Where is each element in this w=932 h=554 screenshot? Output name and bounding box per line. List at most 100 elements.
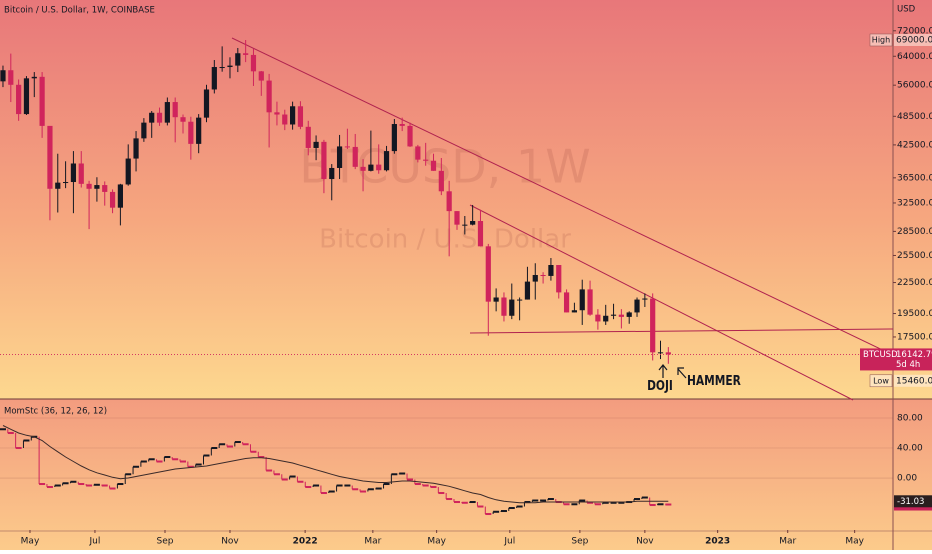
extreme-badge bbox=[894, 33, 932, 46]
momentum-bar bbox=[453, 501, 460, 504]
extreme-badge bbox=[894, 374, 932, 387]
momentum-bar bbox=[320, 492, 327, 495]
momentum-bar bbox=[273, 473, 280, 476]
momentum-bar bbox=[266, 469, 273, 472]
x-tick-label: Mar bbox=[779, 537, 796, 547]
momentum-bar bbox=[383, 483, 390, 486]
candle-body bbox=[8, 70, 14, 85]
candle-body bbox=[133, 138, 139, 159]
candle-body bbox=[0, 70, 6, 82]
momentum-bar bbox=[399, 472, 406, 475]
candle-body bbox=[141, 122, 147, 139]
momentum-bar bbox=[485, 513, 492, 516]
candle-body bbox=[470, 221, 476, 225]
candle-body bbox=[23, 78, 30, 115]
candle-body bbox=[70, 163, 77, 183]
momentum-bar bbox=[101, 484, 108, 487]
x-tick-label: Jul bbox=[89, 537, 101, 547]
momentum-bar bbox=[180, 460, 187, 463]
price-badge bbox=[860, 348, 932, 371]
trend-line bbox=[469, 204, 854, 401]
candle-body bbox=[391, 124, 397, 152]
candle-body bbox=[297, 106, 304, 127]
momentum-bar bbox=[524, 501, 531, 504]
candle-body bbox=[430, 160, 437, 171]
momentum-bar bbox=[610, 501, 617, 504]
momentum-bar bbox=[125, 473, 132, 476]
candle-body bbox=[336, 146, 343, 168]
candle-body bbox=[344, 146, 350, 148]
y-tick-label: 64000.00 bbox=[897, 52, 932, 62]
candle-body bbox=[438, 170, 444, 192]
momentum-bar bbox=[195, 463, 202, 466]
price-badge-name: BTCUSD bbox=[863, 350, 898, 360]
y-tick-label: 40.00 bbox=[897, 444, 923, 454]
indicator-pane bbox=[0, 399, 932, 550]
candle-body bbox=[156, 112, 163, 123]
candle-body bbox=[563, 292, 570, 313]
momentum-bar bbox=[70, 480, 77, 483]
candle-body bbox=[94, 185, 100, 189]
y-tick-label: 72000.00 bbox=[897, 26, 932, 36]
momentum-bar bbox=[258, 456, 265, 459]
signal-line bbox=[2, 425, 669, 504]
candle-body bbox=[62, 182, 69, 184]
candle-body bbox=[571, 310, 578, 313]
candle-body bbox=[305, 126, 311, 148]
momentum-bar bbox=[62, 482, 69, 485]
candle-body bbox=[650, 298, 656, 353]
annotation: DOJI bbox=[647, 378, 673, 393]
momentum-bar bbox=[587, 501, 594, 504]
candle-body bbox=[642, 298, 648, 300]
candle-body bbox=[540, 274, 546, 276]
candle-body bbox=[235, 53, 241, 66]
momentum-bar bbox=[547, 498, 554, 501]
candle-body bbox=[321, 141, 327, 180]
momentum-bar bbox=[23, 439, 30, 442]
momentum-bar bbox=[422, 484, 429, 487]
candle-body bbox=[196, 117, 202, 144]
extreme-badge-value: 15460.00 bbox=[896, 376, 932, 386]
momentum-bar bbox=[148, 458, 155, 461]
x-tick-label: Nov bbox=[221, 537, 239, 547]
momentum-bar bbox=[461, 501, 468, 504]
momentum-bar bbox=[641, 496, 648, 499]
hammer-arrow bbox=[677, 367, 687, 379]
candle-body bbox=[415, 146, 421, 160]
momentum-bar bbox=[133, 465, 140, 468]
indicator-badge-label: -31.03 bbox=[897, 497, 924, 507]
candle-body bbox=[477, 221, 484, 247]
momentum-bar bbox=[500, 510, 507, 513]
candle-body bbox=[603, 315, 609, 322]
candle-body bbox=[665, 352, 671, 355]
y-tick-label: 17500.00 bbox=[897, 332, 932, 342]
chart-title: Bitcoin / U.S. Dollar, 1W, COINBASE bbox=[4, 6, 155, 16]
y-tick-label: 36500.00 bbox=[897, 173, 932, 183]
x-tick-label: Nov bbox=[636, 537, 654, 547]
candle-body bbox=[595, 314, 601, 322]
annotation: HAMMER bbox=[687, 373, 741, 388]
x-tick-label: 2022 bbox=[293, 537, 318, 547]
candle-body bbox=[211, 67, 217, 90]
momentum-bar bbox=[250, 450, 257, 453]
candle-body bbox=[446, 191, 452, 212]
momentum-bar bbox=[328, 490, 335, 493]
y-tick-label: 56000.00 bbox=[897, 81, 932, 91]
momentum-bar bbox=[469, 501, 476, 504]
candle-body bbox=[109, 191, 116, 208]
candle-body bbox=[610, 314, 617, 316]
candle-body bbox=[454, 211, 460, 225]
candle-body bbox=[250, 54, 257, 72]
y-tick-label: 42500.00 bbox=[897, 140, 932, 150]
y-tick-label: 32500.00 bbox=[897, 198, 932, 208]
trend-line bbox=[231, 37, 894, 356]
candle-body bbox=[556, 265, 562, 293]
candle-body bbox=[203, 89, 210, 118]
momentum-bar bbox=[54, 484, 61, 487]
watermark: BTCUSD, 1W bbox=[299, 140, 590, 194]
momentum-bar bbox=[140, 460, 147, 463]
candle-body bbox=[383, 151, 390, 171]
candle-body bbox=[290, 106, 296, 125]
x-tick-label: Sep bbox=[157, 537, 174, 547]
candle-body bbox=[509, 299, 515, 316]
